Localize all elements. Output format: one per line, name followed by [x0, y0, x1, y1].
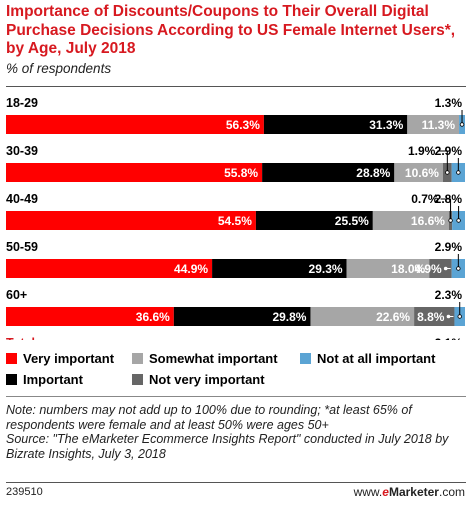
- data-label: 2.9%: [435, 240, 463, 254]
- data-label: 44.9%: [174, 262, 208, 276]
- data-label: 22.6%: [376, 310, 410, 324]
- data-label: 2.9%: [435, 144, 463, 158]
- chart-title: Importance of Discounts/Coupons to Their…: [6, 3, 456, 57]
- data-label: 2.3%: [435, 288, 463, 302]
- leader-line: [437, 150, 448, 173]
- bar-segment: [6, 259, 213, 278]
- chart-id: 239510: [6, 486, 43, 498]
- category-label: Total: [6, 336, 35, 340]
- bar-segment: [6, 307, 174, 326]
- bar-segment: [414, 307, 455, 326]
- brand-e: e: [382, 485, 389, 499]
- footnote-source: Source: "The eMarketer Ecommerce Insight…: [6, 432, 449, 461]
- legend-not-at-all-important: Not at all important: [300, 351, 435, 366]
- leader-dot: [457, 314, 462, 319]
- data-label: 25.5%: [335, 214, 369, 228]
- legend-not-very-important: Not very important: [132, 372, 265, 387]
- stacked-bar-chart: 18-29 56.3% 31.3% 11.3% 1.3% 30-39 55.8% 28.8% 1…: [6, 96, 465, 340]
- bar-segment: [429, 259, 452, 278]
- data-label: 1.3%: [435, 96, 463, 110]
- legend-label-somewhat-important: Somewhat important: [149, 351, 278, 366]
- leader-dot: [445, 170, 450, 175]
- bar-segment: [394, 163, 443, 182]
- legend-label-very-important: Very important: [23, 351, 115, 366]
- bar-segment: [346, 259, 430, 278]
- legend-label-not-at-all-important: Not at all important: [317, 351, 436, 366]
- bar-segment: [6, 211, 256, 230]
- legend-important: Important: [6, 372, 83, 387]
- bar-segment: [262, 163, 395, 182]
- category-label: 60+: [6, 288, 27, 302]
- category-label: 30-39: [6, 144, 38, 158]
- data-label: 10.6%: [405, 166, 439, 180]
- legend-somewhat-important: Somewhat important: [132, 351, 278, 366]
- data-label: 29.3%: [309, 262, 343, 276]
- chart-subtitle: % of respondents: [6, 61, 112, 76]
- bar-segment: [6, 115, 264, 134]
- category-label: 40-49: [6, 192, 38, 206]
- leader-line: [440, 198, 452, 221]
- bar-segment: [6, 163, 263, 182]
- brand-suffix: .com: [438, 485, 465, 499]
- legend-swatch-somewhat-important: [132, 353, 143, 364]
- brand-prefix: www.: [353, 485, 383, 499]
- footer-divider: [6, 396, 466, 397]
- footnote-note: Note: numbers may not add up to 100% due…: [6, 403, 412, 432]
- data-label: 28.8%: [356, 166, 390, 180]
- bar-segment: [255, 211, 373, 230]
- data-label: 54.5%: [218, 214, 252, 228]
- data-label: 2.8%: [435, 192, 463, 206]
- legend-very-important: Very important: [6, 351, 114, 366]
- bar-segment: [310, 307, 415, 326]
- data-label: 0.7%: [411, 192, 439, 206]
- bar-segment: [212, 259, 347, 278]
- data-label: 18.0%: [391, 262, 425, 276]
- legend-label-not-very-important: Not very important: [149, 372, 265, 387]
- brand-link[interactable]: www.eMarketer.com: [354, 485, 465, 499]
- legend-swatch-not-very-important: [132, 374, 143, 385]
- data-label: 56.3%: [226, 118, 260, 132]
- legend-swatch-important: [6, 374, 17, 385]
- category-label: 18-29: [6, 96, 38, 110]
- data-label: 55.8%: [224, 166, 258, 180]
- legend-swatch-not-at-all-important: [300, 353, 311, 364]
- data-label: 8.8%: [417, 310, 445, 324]
- bar-segment: [173, 307, 311, 326]
- category-label: 50-59: [6, 240, 38, 254]
- bar-segment: [407, 115, 460, 134]
- leader-dot: [448, 218, 453, 223]
- data-label: 36.6%: [136, 310, 170, 324]
- data-label: 11.3%: [422, 118, 456, 132]
- legend-swatch-very-important: [6, 353, 17, 364]
- leader-dot: [459, 122, 465, 127]
- brand-name: Marketer: [388, 485, 439, 499]
- data-label: 16.6%: [411, 214, 445, 228]
- data-label: 1.9%: [408, 144, 436, 158]
- data-label: 4.9%: [414, 262, 442, 276]
- data-label: 31.3%: [369, 118, 403, 132]
- footnote: Note: numbers may not add up to 100% due…: [6, 403, 466, 461]
- bottom-divider: [6, 482, 466, 483]
- top-divider: [6, 86, 466, 87]
- leader-dot: [456, 170, 461, 175]
- data-label: 2.1%: [435, 336, 463, 340]
- bar-segment: [372, 211, 449, 230]
- leader-dot: [456, 266, 461, 271]
- data-label: 29.8%: [272, 310, 306, 324]
- leader-dot: [456, 218, 461, 223]
- legend-label-important: Important: [23, 372, 83, 387]
- bar-segment: [263, 115, 408, 134]
